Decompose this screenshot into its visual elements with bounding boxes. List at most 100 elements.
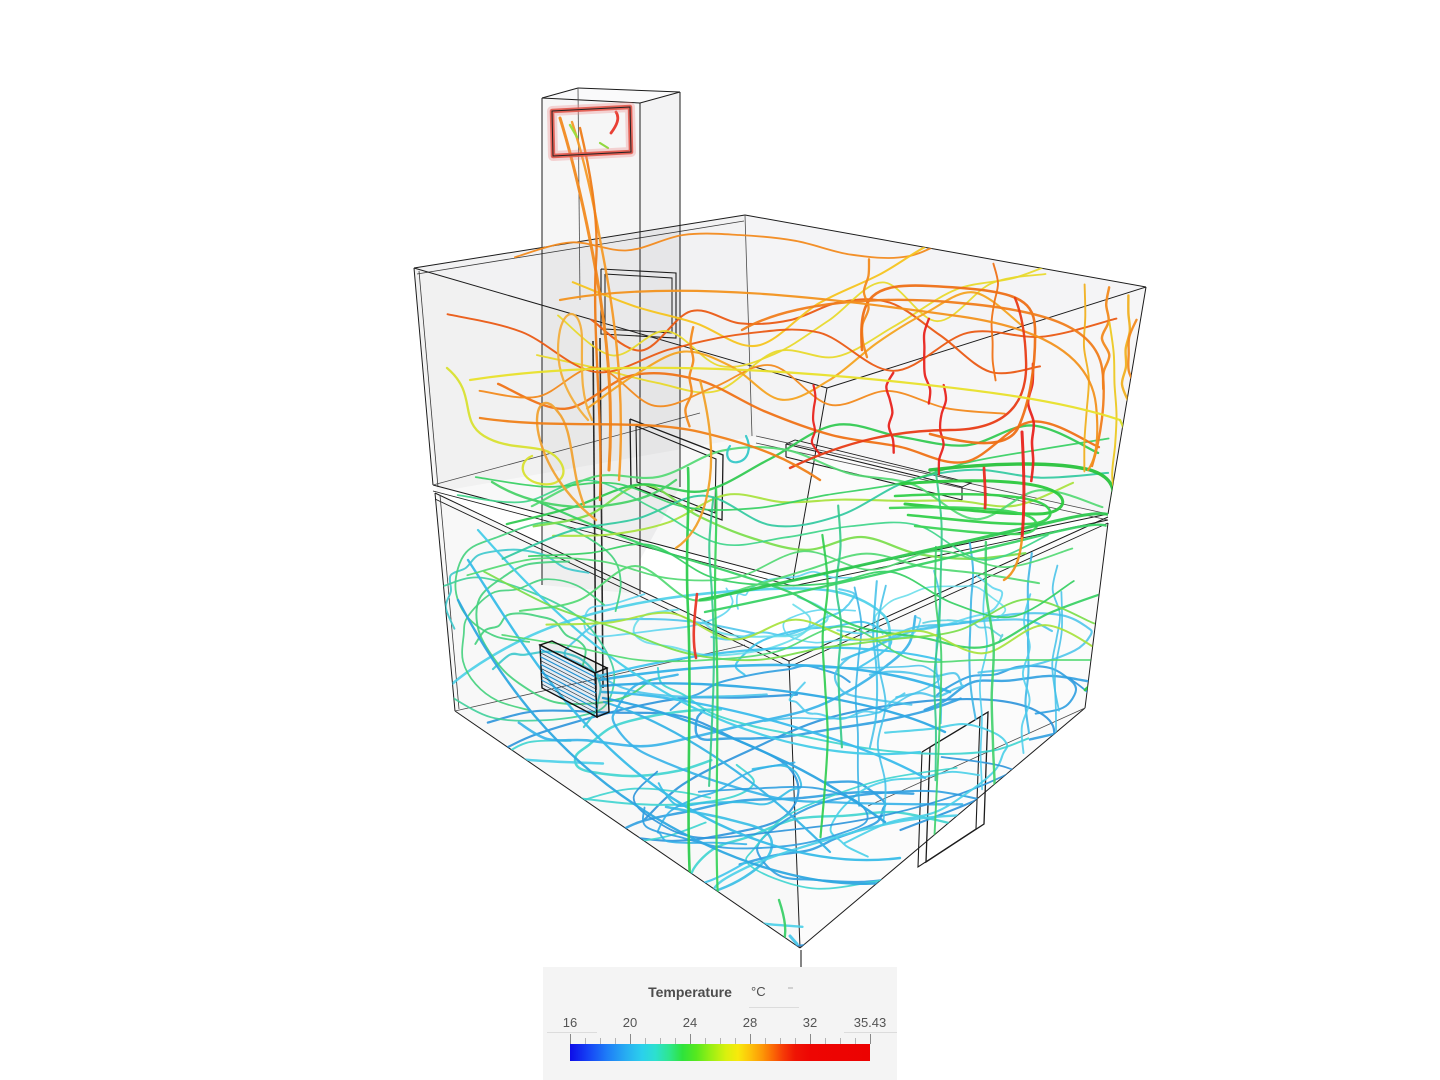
core-swirls [735, 570, 853, 610]
streamline [535, 401, 598, 522]
legend-max-field[interactable] [844, 1032, 897, 1033]
inlet-grille-line [541, 675, 597, 706]
core-swirls [922, 619, 1004, 644]
inlet-grille-line [541, 671, 597, 702]
streamline [1020, 430, 1026, 540]
wireframe-edge [917, 716, 981, 869]
streamline [893, 492, 1052, 526]
inlet-vent[interactable] [538, 640, 610, 719]
wireframe-edge [788, 516, 1109, 662]
wireframe-edge [454, 710, 801, 949]
streamline [568, 123, 579, 139]
wireframe-edge [413, 267, 828, 389]
legend-panel: Temperature °C 16 20 24 28 32 35.43 [543, 967, 897, 1080]
legend-minor-tick [780, 1038, 781, 1044]
wireframe-edge [792, 387, 828, 581]
wireframe-edge [541, 87, 579, 99]
streamline [788, 934, 799, 946]
wireframe-edge [418, 270, 439, 488]
scene-overlays [538, 102, 805, 979]
warm-risers [1108, 321, 1118, 508]
upper-warm [478, 364, 1006, 415]
lower-swirls [935, 664, 1078, 715]
outlet-highlight[interactable] [547, 102, 636, 161]
upper-warm [586, 291, 1024, 410]
streamline [466, 558, 902, 862]
legend-minor-tick [720, 1038, 721, 1044]
wireframe-edge [744, 214, 1147, 288]
upper-warm [446, 313, 1118, 374]
mid-green [518, 552, 1040, 612]
green-risers [708, 496, 715, 787]
inlet-grille-line [539, 648, 596, 678]
legend-unit-field[interactable]: °C [751, 984, 766, 999]
cyan-falls [1024, 552, 1033, 734]
legend-minor-tick [660, 1038, 661, 1044]
legend-major-tick [570, 1034, 571, 1044]
inlet-grille-line [540, 668, 597, 698]
cyan-falls [968, 539, 977, 721]
wall-face [640, 92, 680, 560]
streamline [490, 478, 678, 508]
warm-risers [684, 326, 695, 428]
unit-dropdown-caret[interactable] [788, 987, 793, 989]
cyan-falls [978, 574, 988, 791]
mid-green [505, 423, 1100, 526]
mid-green [533, 499, 1114, 649]
streamline [602, 700, 832, 854]
legend-tick-label: 28 [742, 1015, 758, 1030]
legend-minor-tick [615, 1038, 616, 1044]
streamline [601, 696, 887, 824]
streamline [1002, 536, 1024, 582]
streamline [740, 298, 1105, 468]
streamline [703, 523, 1112, 614]
lower-swirls [669, 664, 851, 712]
green-risers [932, 545, 943, 853]
wireframe-edge [541, 97, 641, 104]
left-teal [474, 612, 587, 668]
building-wireframe [413, 87, 1147, 949]
legend-minor-tick [675, 1038, 676, 1044]
legend-minor-tick [600, 1038, 601, 1044]
wireframe-edge [826, 286, 1147, 389]
wireframe-edge [921, 746, 931, 753]
lower-swirls [843, 723, 1009, 845]
legend-major-tick [630, 1034, 631, 1044]
wireframe-edge [1084, 522, 1109, 709]
streamline [928, 462, 1115, 502]
wireframe-edge [639, 91, 681, 104]
upper-warm [536, 252, 1078, 394]
inlet-grille-line [541, 679, 597, 710]
cyan-falls [1020, 593, 1032, 754]
wireframe-edge [867, 707, 1086, 807]
legend-minor-tick [795, 1038, 796, 1044]
wireframe-edge [629, 418, 724, 521]
legend-tick-label: 35.43 [853, 1015, 887, 1030]
inlet-face [594, 666, 610, 719]
core-swirls [874, 585, 1007, 635]
inlet-grille-line [541, 683, 597, 714]
wireframe-edge [788, 522, 1109, 668]
streamline [674, 378, 713, 550]
cyan-falls [853, 586, 863, 807]
legend-title: Temperature [648, 984, 732, 1000]
legend-colorbar [570, 1044, 870, 1061]
cyan-falls [868, 580, 879, 749]
streamline [556, 312, 594, 422]
wall-face [542, 98, 640, 594]
core-swirls [868, 670, 965, 699]
streamline [860, 284, 1037, 445]
warm-risers [1082, 283, 1090, 473]
lower-swirls [573, 708, 723, 778]
mid-green [501, 625, 1119, 663]
wireframe-edge [799, 707, 1086, 949]
wireframe-edge [599, 337, 604, 689]
red-accents [1026, 362, 1036, 483]
streamline [597, 646, 942, 678]
legend-min-field[interactable] [547, 1032, 597, 1033]
wireframe-edge [785, 439, 973, 488]
legend-tick-label: 32 [802, 1015, 818, 1030]
streamline [598, 663, 952, 694]
